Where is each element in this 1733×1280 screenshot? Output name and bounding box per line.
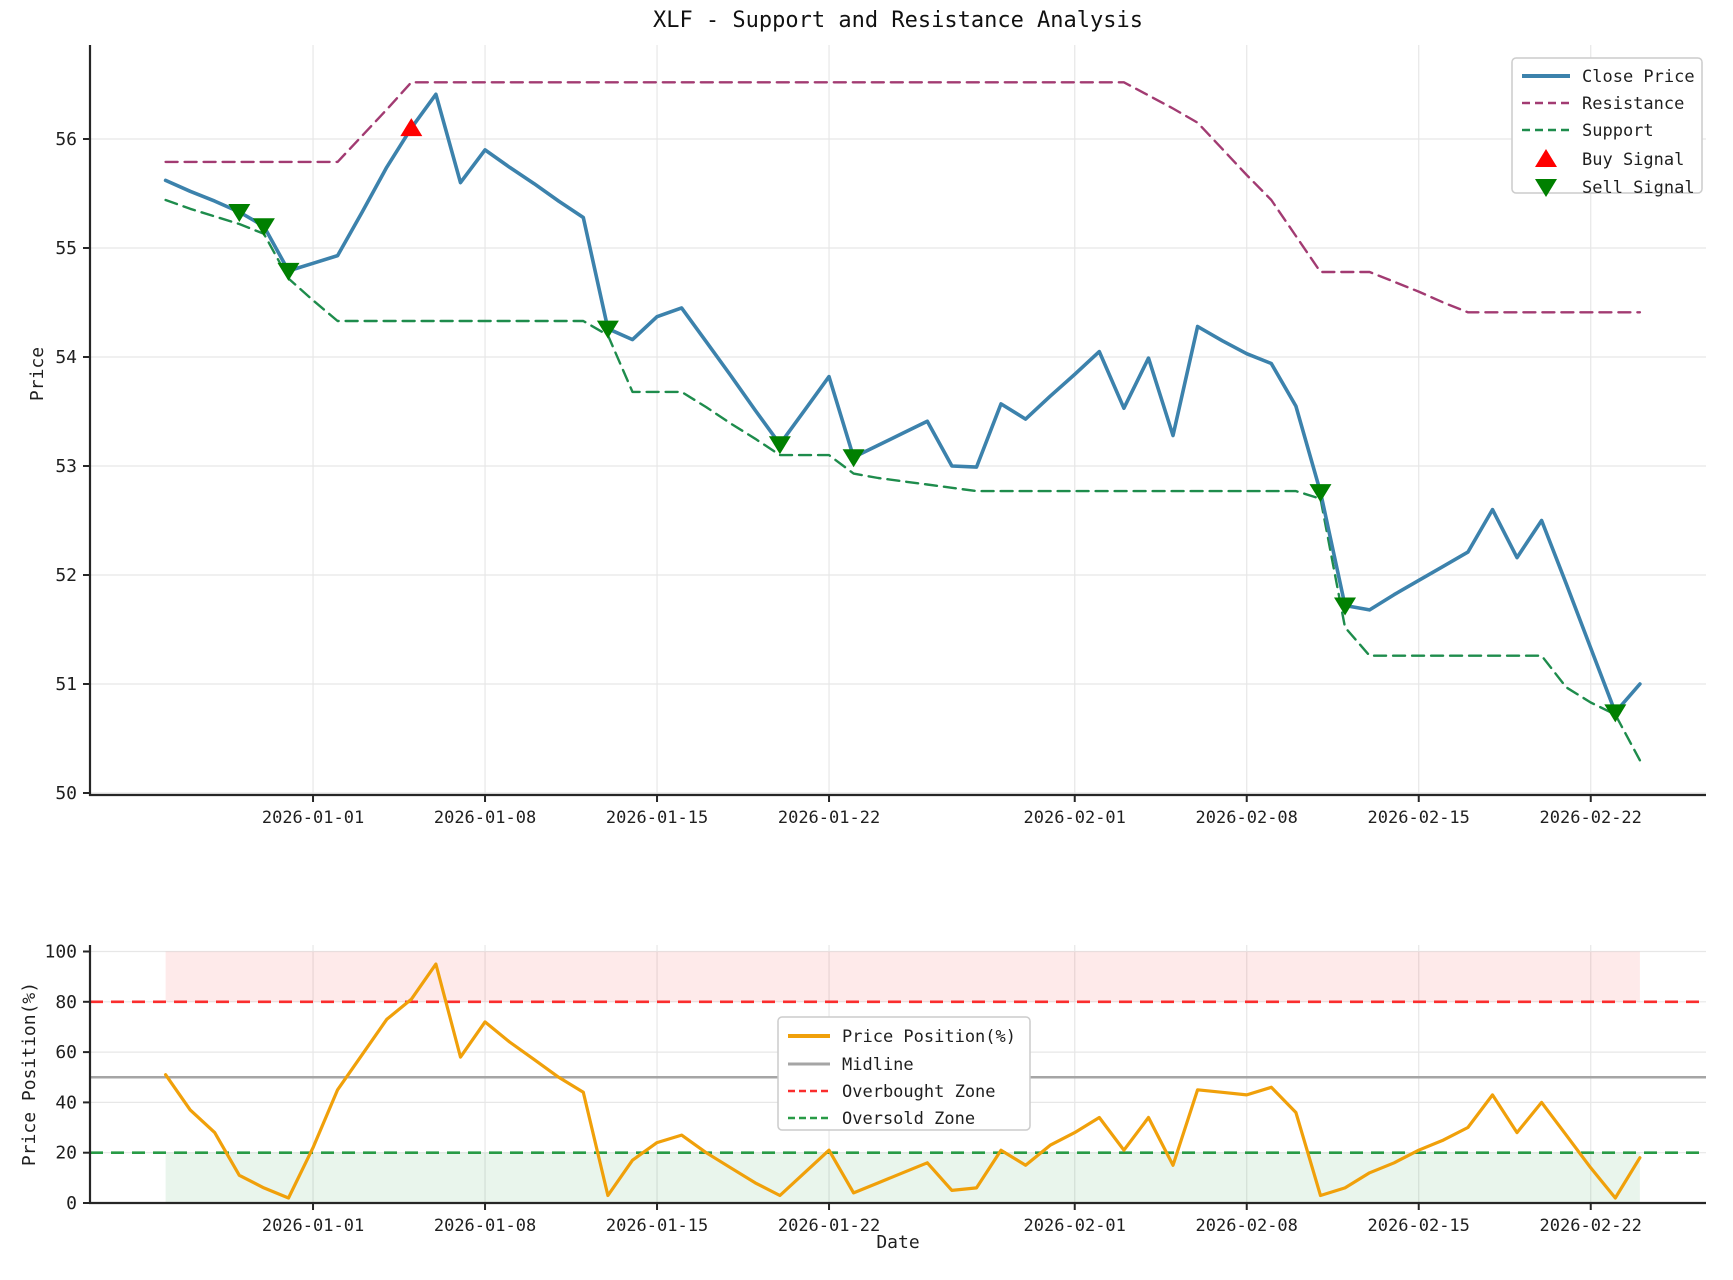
price-ytick-label: 53	[55, 456, 77, 477]
price-chart-axes: 50 51 52 53 54 55 56 2026-01-01 2026-01-08 2026-0…	[55, 45, 1706, 828]
sell-signal-marker	[252, 218, 275, 237]
legend-item-buy-signal: Buy Signal	[1535, 149, 1684, 170]
date-tick-label: 2026-02-01	[1024, 808, 1126, 828]
position-ytick-label: 0	[66, 1193, 77, 1214]
sell-signal-marker	[1309, 484, 1332, 503]
date-axis-label: Date	[876, 1232, 920, 1253]
legend-item-overbought-zone-label: Overbought Zone	[842, 1082, 996, 1102]
signal-markers	[228, 118, 1627, 723]
price-position-line	[164, 962, 1642, 1200]
legend-item-price-position-label: Price Position(%)	[842, 1027, 1016, 1047]
resistance-line	[164, 81, 1642, 314]
legend-item-oversold-zone: Oversold Zone	[788, 1109, 975, 1129]
legend-item-buy-signal-label: Buy Signal	[1582, 150, 1684, 170]
oversold-zone	[165, 1152, 1640, 1203]
date-tick-label: 2026-02-15	[1368, 808, 1470, 828]
price-ytick-label: 54	[55, 347, 77, 368]
position-ytick-label: 60	[55, 1042, 77, 1063]
legend-item-sell-signal: Sell Signal	[1535, 178, 1695, 198]
position-chart-axes: 0 20 40 60 80 100 2026-01-01 2026-01-08 2026-01-…	[44, 942, 1706, 1236]
sell-signal-marker	[842, 449, 865, 468]
date-tick-label: 2026-02-22	[1540, 808, 1642, 828]
date-tick-label: 2026-02-08	[1196, 808, 1298, 828]
legend-item-sell-signal-icon	[1535, 179, 1557, 197]
date-tick-label: 2026-02-01	[1024, 1216, 1126, 1236]
price-ytick-label: 52	[55, 565, 77, 586]
date-tick-label: 2026-01-08	[434, 1216, 536, 1236]
legend-item-sell-signal-label: Sell Signal	[1582, 178, 1695, 198]
legend-item-overbought-zone: Overbought Zone	[788, 1082, 996, 1102]
date-tick-label: 2026-02-15	[1368, 1216, 1470, 1236]
price-chart-legend: Close Price Resistance Support Buy Signal Se…	[1511, 57, 1703, 198]
support-line	[164, 198, 1642, 762]
sell-signal-marker	[1334, 597, 1357, 616]
legend-item-oversold-zone-label: Oversold Zone	[842, 1109, 975, 1129]
position-chart-legend: Price Position(%) Midline Overbought Zone O…	[777, 1016, 1031, 1131]
legend-item-close-price-label: Close Price	[1582, 67, 1695, 87]
position-ytick-label: 80	[55, 992, 77, 1013]
legend-item-buy-signal-icon	[1535, 149, 1557, 167]
date-tick-label: 2026-01-01	[262, 808, 364, 828]
sell-signal-marker	[228, 204, 251, 223]
date-tick-label: 2026-02-08	[1196, 1216, 1298, 1236]
date-tick-label: 2026-01-22	[778, 1216, 880, 1236]
date-tick-label: 2026-01-01	[262, 1216, 364, 1236]
position-ytick-label: 20	[55, 1143, 77, 1164]
chart-title: XLF - Support and Resistance Analysis	[652, 8, 1144, 33]
price-ytick-label: 56	[55, 129, 77, 150]
legend-item-resistance-label: Resistance	[1582, 94, 1684, 114]
legend-item-price-position: Price Position(%)	[788, 1027, 1016, 1047]
position-ytick-label: 100	[44, 942, 77, 963]
date-tick-label: 2026-01-22	[778, 808, 880, 828]
legend-item-midline: Midline	[788, 1055, 914, 1075]
price-ytick-label: 51	[55, 674, 77, 695]
overbought-zone	[165, 951, 1640, 1002]
legend-item-resistance: Resistance	[1522, 94, 1684, 114]
legend-item-support-label: Support	[1582, 121, 1654, 141]
date-tick-label: 2026-01-08	[434, 808, 536, 828]
sell-signal-marker	[1604, 704, 1627, 723]
date-tick-label: 2026-02-22	[1540, 1216, 1642, 1236]
price-ytick-label: 55	[55, 238, 77, 259]
buy-signal-marker	[400, 118, 423, 137]
legend-item-midline-label: Midline	[842, 1055, 914, 1075]
price-ytick-label: 50	[55, 783, 77, 804]
sell-signal-marker	[596, 320, 619, 339]
sell-signal-marker	[768, 436, 791, 455]
sell-signal-marker	[277, 262, 300, 281]
date-tick-label: 2026-01-15	[606, 808, 708, 828]
legend-item-close-price: Close Price	[1522, 67, 1695, 87]
price-chart-grid	[90, 45, 1706, 795]
legend-item-support: Support	[1522, 121, 1654, 141]
position-ytick-label: 40	[55, 1092, 77, 1113]
date-tick-label: 2026-01-15	[606, 1216, 708, 1236]
